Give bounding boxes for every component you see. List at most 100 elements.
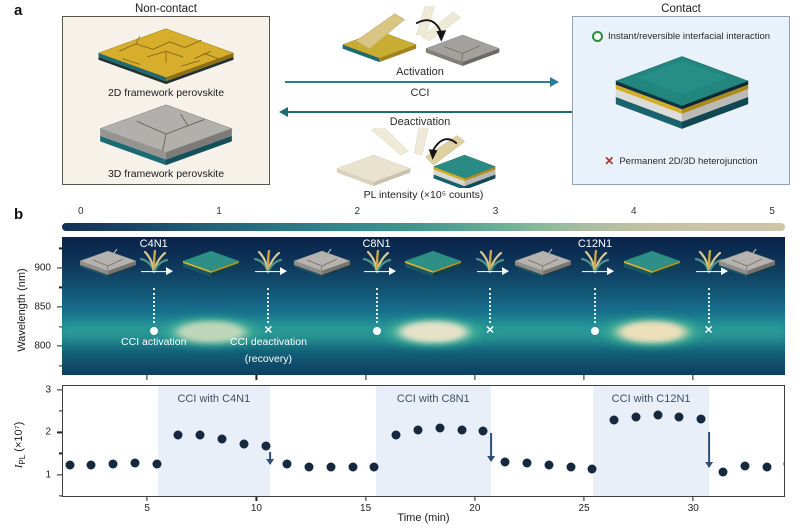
molecule-icon [362,249,392,274]
data-point [152,459,162,469]
tick-mark [365,375,367,380]
molecule-icon [139,249,169,274]
heatmap-y-ticks: 900 850 800 [26,237,62,375]
data-point [86,460,96,470]
data-point [304,462,314,472]
panel-b-label: b [14,206,24,223]
pl-emission-blob [584,311,719,354]
tick-mark [692,497,694,501]
transfer-arrow-icon [695,267,728,275]
contact-box: Instant/reversible interfacial interacti… [572,16,790,185]
cci-label: CCI [410,87,430,99]
intensity-tick-label: 1 [45,469,51,481]
cci-region-label: CCI with C12N1 [611,393,691,405]
time-tick-label: 25 [578,503,590,514]
tick-mark [146,375,148,380]
deactivation-drop-arrow [269,452,271,460]
cci-region: CCI with C8N1 [375,386,492,496]
event-marker-line [593,288,596,323]
gray-slab-icon [291,248,353,278]
transfer-arrow-icon [477,267,510,275]
data-point [587,464,597,474]
deactivation-label: Deactivation [389,116,451,128]
event-marker-line [489,288,492,323]
intensity-tick-label: 3 [45,384,51,396]
tick-mark [365,497,367,501]
data-point [566,462,576,472]
data-point [783,459,784,469]
pl-scatter-plot: CCI with C4N1 CCI with C8N1 CCI with C12N1 [62,385,785,497]
colorbar-title: PL intensity (×10⁵ counts) [363,189,484,201]
data-point [740,461,750,471]
colorbar [62,223,785,231]
wavelength-tick-label: 900 [34,262,51,274]
cci-region: CCI with C4N1 [157,386,270,496]
tick-mark [692,375,694,380]
data-point [217,434,227,444]
data-point [457,425,467,435]
pl-heatmap: C4N1 ✕ C8N1 ✕ C12N1 ✕ CCI activation CCI deacti… [62,237,785,375]
data-point [173,430,183,440]
molecule-icon [580,249,610,274]
data-point [261,441,271,451]
non-contact-box: 2D framework perovskite 3D framework per… [62,16,270,185]
data-point [130,458,140,468]
colorbar-tick-labels: 0 1 2 3 4 5 [62,206,785,219]
data-point [239,439,249,449]
tick-mark [255,497,257,501]
cci-region: CCI with C12N1 [593,386,709,496]
molecule-label: C4N1 [139,238,168,250]
contact-title: Contact [661,3,701,15]
data-point [609,415,619,425]
molecule-icon [253,249,283,274]
scatter-x-ticks: 5 10 15 20 25 30 [62,497,785,515]
check-circle-icon [591,31,603,42]
tick-mark [57,306,62,308]
event-marker-line [152,288,155,323]
deactivation-marker: ✕ [485,324,495,337]
pl-emission-blob [143,311,279,354]
data-point [631,412,641,422]
scatter-y-ticks: 3 2 1 [26,385,62,497]
panel-a-label: a [14,2,23,19]
teal-slab-icon [621,248,683,278]
data-point [544,460,554,470]
cci-deactivation-note: CCI deactivation [229,336,307,349]
event-marker-line [267,288,270,323]
teal-slab-icon [402,248,464,278]
event-marker-line [375,288,378,323]
colorbar-tick-label: 2 [354,206,361,217]
transfer-arrow-icon [140,267,173,275]
activation-illustration [341,6,501,66]
cci-region-label: CCI with C4N1 [177,393,251,405]
data-point [696,414,706,424]
data-point [413,425,423,435]
time-tick-label: 30 [687,503,699,514]
tick-mark [583,497,585,501]
data-point [65,460,75,470]
deactivation-marker: ✕ [263,324,274,337]
non-contact-title: Non-contact [134,3,197,15]
tick-mark [146,497,148,501]
tick-mark [583,375,585,380]
reversible-row: Instant/reversible interfacial interacti… [573,31,789,42]
colorbar-tick-label: 5 [769,206,775,217]
tick-mark [474,375,476,380]
transfer-arrow-icon [363,267,396,275]
activation-marker [590,326,599,335]
cci-region-label: CCI with C8N1 [396,393,470,405]
data-point [478,426,488,436]
gray-slab-icon [716,248,778,278]
activation-marker [149,326,158,335]
wavelength-tick-label: 850 [34,301,51,313]
transfer-arrow-icon [255,267,288,275]
deactivation-drop-arrow [490,433,492,456]
minor-tick-mark [59,286,62,289]
molecule-label: C8N1 [362,238,391,250]
molecule-icon [475,249,505,274]
data-point [282,459,292,469]
activation-marker [372,326,381,335]
data-point [674,412,684,422]
transfer-arrow-icon [581,267,614,275]
activation-arrow [285,77,559,87]
